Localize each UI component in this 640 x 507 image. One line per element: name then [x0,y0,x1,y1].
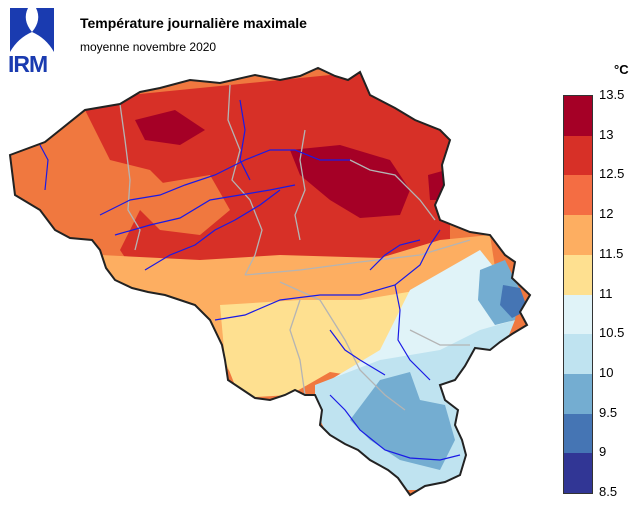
legend-swatch [564,453,592,494]
legend-swatch [564,215,592,256]
map-subtitle: moyenne novembre 2020 [80,40,217,54]
zone-9-5-10-ardennes [350,372,455,470]
legend-tick-label: 12.5 [599,166,625,182]
zone-12-12-5-inner [140,175,230,235]
legend-tick-label: 10.5 [599,325,625,341]
temperature-field [10,68,530,495]
legend-tick-label: 10 [599,364,614,380]
legend-tick-label: 11 [599,285,613,301]
color-scale-legend [563,95,593,494]
legend-unit: °C [614,62,629,77]
zone-13-13-5-north [135,110,205,145]
rivers [39,99,461,461]
legend-swatch [564,175,592,216]
province-borders [119,84,471,411]
legend-swatch [564,254,592,295]
map-title: Température journalière maximale [80,15,307,31]
legend-swatch [564,413,592,454]
irm-logo-text: IRM [8,51,48,77]
legend-tick-label: 9 [599,444,607,460]
legend-swatch [564,96,592,137]
irm-logo-mark [10,8,54,52]
legend-tick-label: 8.5 [599,484,618,499]
legend-tick-label: 12 [599,206,614,222]
legend-tick-label: 9.5 [599,404,618,420]
legend-swatch [564,373,592,415]
irm-logo: IRM [8,8,60,77]
legend-swatch [564,334,592,375]
legend-tick-label: 13 [599,126,614,142]
legend-tick-label: 11.5 [599,245,624,261]
legend-swatch [564,294,592,335]
zone-13-13-5-east [290,145,410,218]
legend-tick-label: 13.5 [599,87,625,102]
legend-swatch [564,135,592,176]
